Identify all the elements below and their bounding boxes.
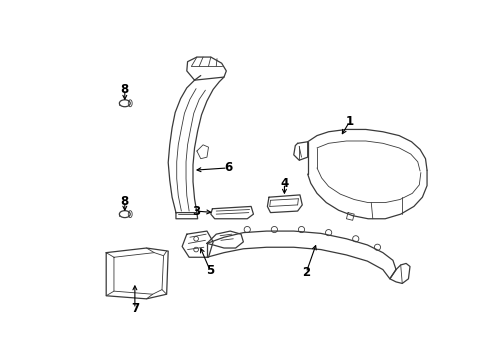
- Text: 5: 5: [206, 264, 214, 277]
- Text: 8: 8: [121, 194, 129, 208]
- Text: 4: 4: [280, 177, 289, 190]
- Text: 8: 8: [121, 83, 129, 96]
- Text: 1: 1: [345, 115, 354, 128]
- Text: 6: 6: [224, 161, 232, 175]
- Text: 2: 2: [302, 266, 310, 279]
- Text: 3: 3: [192, 204, 200, 217]
- Text: 7: 7: [131, 302, 139, 315]
